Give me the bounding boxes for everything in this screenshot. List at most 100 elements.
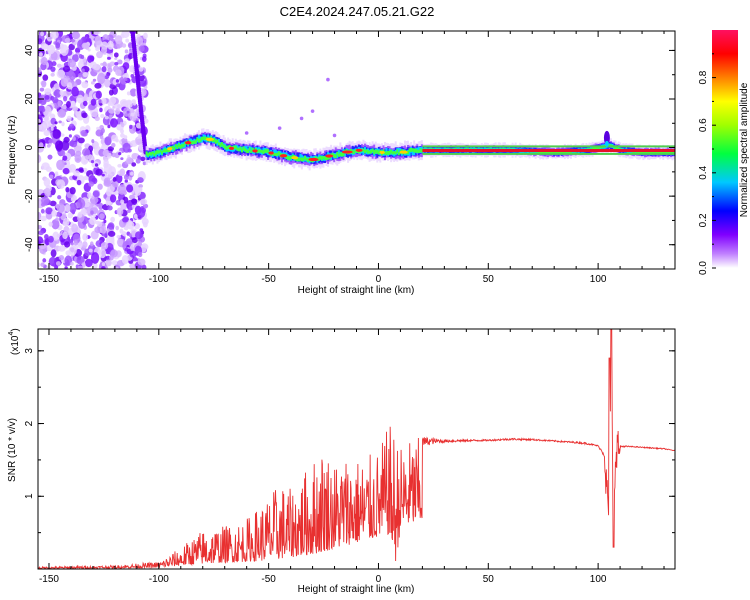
spectrogram-marks [38, 31, 675, 269]
band-cell [413, 148, 416, 153]
band-cell [642, 151, 645, 154]
noise-blob [88, 248, 93, 253]
band-hotspot [185, 141, 192, 145]
band-cell [331, 152, 334, 157]
band-cell [411, 149, 414, 156]
x-tick-label: -100 [149, 274, 169, 285]
noise-blob [40, 215, 47, 222]
noise-blob [131, 99, 136, 104]
noise-blob [70, 38, 76, 43]
noise-blob [115, 138, 119, 143]
noise-blob [131, 198, 138, 205]
band-cell [236, 147, 239, 151]
noise-blob [107, 56, 111, 60]
band-cell [556, 150, 559, 154]
noise-blob [101, 97, 107, 105]
band-cell [660, 150, 663, 154]
noise-blob [116, 83, 121, 88]
band-cell [657, 151, 660, 154]
noise-blob [109, 194, 117, 203]
band-hotspot [291, 156, 299, 160]
band-cell [256, 147, 259, 153]
noise-blob [54, 264, 59, 269]
noise-blob [68, 202, 77, 214]
noise-blob [66, 82, 73, 90]
noise-blob [58, 120, 62, 124]
band-cell [285, 155, 288, 160]
noise-blob [83, 167, 88, 174]
band-cell [200, 136, 203, 141]
noise-blob [122, 217, 129, 223]
noise-blob [140, 156, 146, 162]
noise-blob [79, 168, 84, 173]
band-cell [222, 144, 225, 148]
band-cell [673, 151, 675, 155]
noise-blob [57, 109, 66, 118]
noise-blob [50, 31, 59, 39]
noise-blob [55, 217, 59, 222]
x-tick-label: -50 [261, 574, 276, 585]
noise-blob [94, 163, 99, 167]
noise-blob [126, 184, 134, 193]
band-cell [194, 135, 197, 143]
noise-blob [111, 152, 116, 158]
noise-blob [122, 142, 131, 153]
band-cell [317, 157, 320, 161]
band-core [422, 149, 675, 153]
band-cell [368, 150, 371, 154]
colorbar-tick-label: 0.2 [698, 213, 709, 227]
noise-blob [93, 141, 100, 148]
band-cell [362, 148, 365, 155]
noise-blob [114, 103, 122, 110]
noise-blob [92, 78, 97, 82]
band-cell [240, 148, 243, 153]
noise-blob [97, 183, 103, 190]
noise-blob [105, 200, 110, 206]
noise-blob [55, 140, 64, 151]
noise-blob [83, 62, 88, 66]
noise-blob [38, 197, 42, 202]
band-cell [197, 135, 200, 142]
noise-blob [86, 96, 91, 101]
noise-blob [120, 133, 125, 138]
band-hotspot [252, 149, 258, 153]
snr-x-label: Height of straight line (km) [298, 584, 415, 595]
band-cell [259, 149, 262, 153]
noise-blob [142, 221, 148, 228]
band-cell [167, 149, 170, 153]
noise-blob [89, 216, 97, 226]
noise-blob [57, 195, 62, 200]
snr-multiplier-exp: 4 [8, 332, 15, 336]
band-cell [296, 157, 299, 162]
speck [299, 116, 304, 121]
band-cell [297, 157, 300, 162]
band-cell [260, 149, 263, 153]
noise-blob [130, 112, 135, 117]
band-cell [171, 145, 174, 149]
band-cell [416, 149, 419, 153]
noise-blob [71, 89, 79, 96]
noise-blob [66, 115, 72, 122]
band-cell [162, 149, 165, 153]
noise-blob [80, 130, 87, 137]
noise-blob [105, 259, 112, 267]
band-cell [237, 148, 240, 152]
noise-blob [60, 150, 66, 157]
noise-blob [87, 192, 92, 199]
noise-blob [69, 186, 76, 195]
colorbar-tick-label: 0.6 [698, 118, 709, 132]
noise-blob [70, 261, 74, 266]
noise-blob [70, 242, 74, 246]
noise-blob [108, 166, 117, 177]
band-cell [154, 150, 157, 155]
band-cell [408, 149, 411, 156]
noise-blob [100, 241, 109, 250]
noise-blob [98, 99, 102, 104]
noise-blob [56, 63, 62, 68]
noise-blob [68, 245, 77, 256]
chart-title: C2E4.2024.247.05.21.G22 [280, 4, 435, 19]
band-cell [362, 148, 365, 152]
noise-blob [99, 213, 105, 220]
band-cell [376, 149, 379, 154]
noise-blob [108, 108, 115, 114]
